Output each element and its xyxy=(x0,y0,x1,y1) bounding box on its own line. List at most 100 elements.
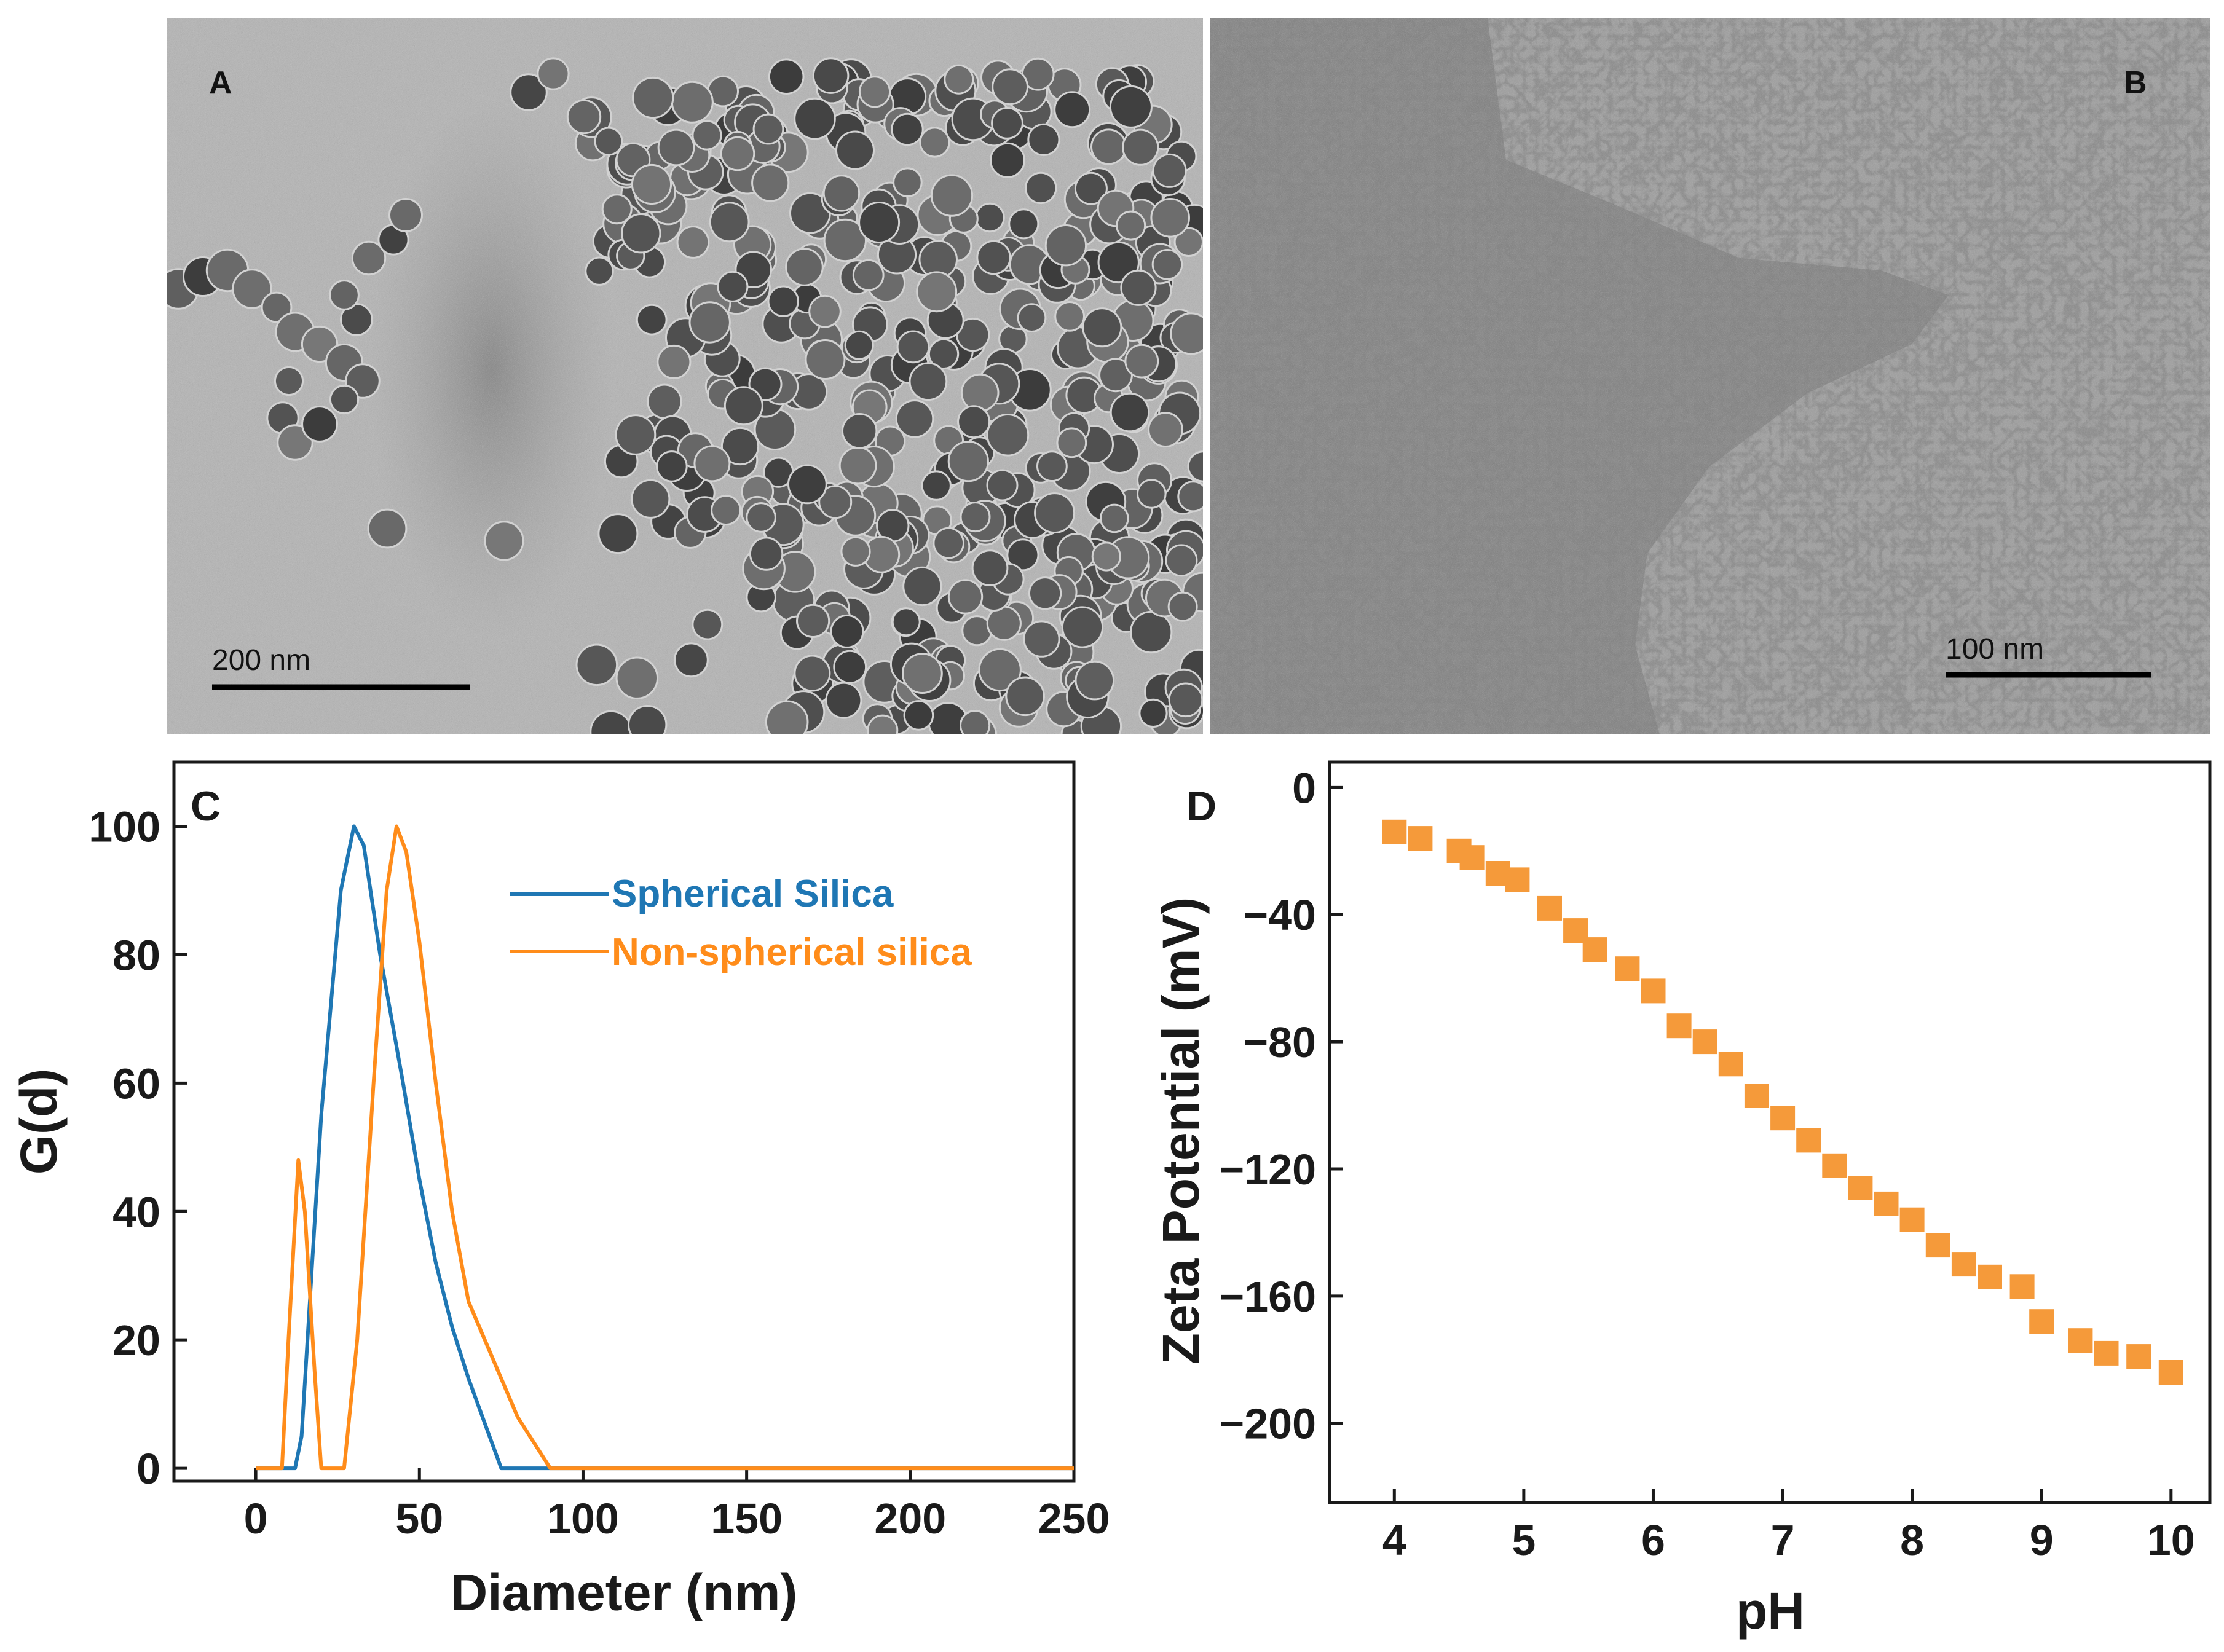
panel-a-nanoparticles xyxy=(167,57,1203,734)
nanoparticle xyxy=(632,76,674,119)
nanoparticle xyxy=(1110,392,1150,433)
nanoparticle xyxy=(751,163,790,202)
nanoparticle xyxy=(1044,224,1087,267)
nanoparticle xyxy=(1100,503,1129,533)
nanoparticle xyxy=(844,330,874,360)
nanoparticle xyxy=(896,330,930,364)
nanoparticle xyxy=(367,508,408,549)
nanoparticle xyxy=(992,68,1028,106)
nanoparticle xyxy=(676,226,710,259)
y-tick-label: 80 xyxy=(112,931,160,979)
nanoparticle xyxy=(902,566,942,607)
y-tick-label: 60 xyxy=(112,1060,160,1107)
panel-a-scale-label: 200 nm xyxy=(212,644,310,677)
nanoparticle xyxy=(919,127,950,158)
nanoparticle xyxy=(688,301,731,344)
nanoparticle xyxy=(1036,450,1068,482)
nanoparticle xyxy=(1025,171,1057,205)
nanoparticle xyxy=(1090,128,1127,165)
nanoparticle xyxy=(823,218,867,262)
nanoparticle xyxy=(1008,208,1039,240)
data-point xyxy=(1718,1052,1743,1077)
nanoparticle xyxy=(724,386,763,426)
nanoparticle xyxy=(277,424,313,461)
data-point xyxy=(1582,937,1607,962)
nanoparticle xyxy=(1028,576,1062,610)
nanoparticle xyxy=(818,485,853,519)
nanoparticle xyxy=(1005,676,1045,717)
data-point xyxy=(2094,1340,2119,1366)
nanoparticle xyxy=(852,259,885,291)
nanoparticle xyxy=(537,57,570,90)
y-tick-label: 100 xyxy=(89,803,160,851)
panel-c-letter: C xyxy=(191,783,221,830)
nanoparticle xyxy=(351,240,387,276)
nanoparticle xyxy=(768,58,805,95)
nanoparticle xyxy=(891,607,921,637)
nanoparticle xyxy=(1097,241,1140,284)
panel-c-x-axis-title: Diameter (nm) xyxy=(451,1564,798,1621)
data-point xyxy=(1641,978,1666,1004)
nanoparticle xyxy=(566,99,602,135)
data-point xyxy=(1744,1084,1769,1108)
nanoparticle xyxy=(647,384,682,419)
nanoparticle xyxy=(909,362,948,401)
panel-d-chart: 4 5 6 7 8 9 10 0 −40 −80 −120 −160 −200 D pH Zeta Po… xyxy=(1152,760,2212,1640)
y-tick-label: −40 xyxy=(1243,891,1316,939)
data-point xyxy=(1382,819,1407,844)
nanoparticle xyxy=(830,614,864,648)
panel-d-axis-ticks: 4 5 6 7 8 9 10 0 −40 −80 −120 −160 −200 xyxy=(1219,764,2194,1564)
nanoparticle xyxy=(1167,591,1198,622)
nanoparticle xyxy=(787,464,827,505)
panel-c-series xyxy=(256,824,1074,1471)
x-tick-label: 7 xyxy=(1771,1516,1795,1564)
data-point xyxy=(2009,1274,2035,1299)
nanoparticle xyxy=(1150,198,1190,238)
nanoparticle xyxy=(833,650,867,684)
nanoparticle xyxy=(575,643,618,686)
nanoparticle xyxy=(930,174,974,217)
nanoparticle xyxy=(1082,307,1122,348)
panel-c-y-axis-title: G(d) xyxy=(10,1069,68,1175)
nanoparticle xyxy=(329,280,360,310)
nanoparticle xyxy=(1138,698,1168,728)
data-point xyxy=(2029,1309,2054,1334)
nanoparticle xyxy=(944,64,974,95)
panel-b-scale-label: 100 nm xyxy=(1946,633,2044,666)
x-tick-label: 200 xyxy=(874,1495,946,1543)
y-tick-label: 0 xyxy=(136,1445,160,1493)
nanoparticle xyxy=(631,479,671,519)
nanoparticle xyxy=(510,73,548,111)
x-tick-label: 5 xyxy=(1512,1516,1536,1564)
nanoparticle xyxy=(835,130,875,170)
nanoparticle xyxy=(657,344,692,379)
x-tick-label: 4 xyxy=(1382,1516,1406,1564)
nanoparticle xyxy=(986,469,1019,502)
nanoparticle xyxy=(1122,128,1159,166)
nanoparticle xyxy=(636,304,668,336)
x-tick-label: 6 xyxy=(1641,1516,1665,1564)
nanoparticle xyxy=(765,700,809,734)
x-tick-label: 0 xyxy=(244,1495,268,1543)
panel-c-legend: Spherical Silica Non-spherical silica xyxy=(510,873,972,974)
nanoparticle xyxy=(615,656,659,699)
nanoparticle xyxy=(692,120,722,151)
nanoparticle xyxy=(1148,412,1183,447)
nanoparticle xyxy=(975,202,1005,233)
y-tick-label: 40 xyxy=(112,1188,160,1236)
nanoparticle xyxy=(805,339,846,380)
data-point xyxy=(1796,1128,1821,1153)
nanoparticle xyxy=(1056,427,1087,458)
nanoparticle xyxy=(842,413,878,449)
nanoparticle xyxy=(1109,85,1153,128)
nanoparticle xyxy=(947,441,989,482)
nanoparticle xyxy=(947,579,984,615)
nanoparticle xyxy=(902,653,943,694)
x-tick-label: 8 xyxy=(1900,1516,1924,1564)
nanoparticle xyxy=(1137,479,1167,509)
data-point xyxy=(2068,1328,2093,1353)
nanoparticle xyxy=(1165,544,1198,577)
nanoparticle xyxy=(594,127,623,156)
panel-c-axis-ticks: 0 50 100 150 200 250 0 20 40 60 80 100 xyxy=(89,803,1110,1543)
